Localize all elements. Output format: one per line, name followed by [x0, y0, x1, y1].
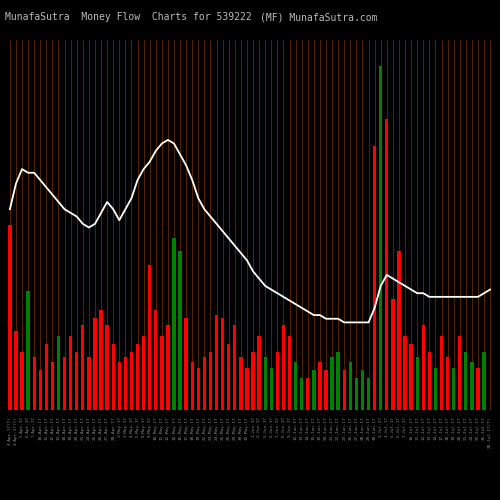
Bar — [476, 368, 480, 410]
Bar — [446, 357, 450, 410]
Bar — [252, 352, 254, 410]
Bar — [458, 336, 462, 410]
Bar — [178, 252, 182, 410]
Bar — [184, 318, 188, 410]
Bar — [288, 336, 291, 410]
Bar — [75, 352, 78, 410]
Bar — [324, 370, 328, 410]
Bar — [318, 362, 322, 410]
Bar — [94, 318, 96, 410]
Bar — [100, 310, 102, 410]
Bar — [416, 357, 419, 410]
Bar — [300, 378, 304, 410]
Bar — [294, 362, 298, 410]
Bar — [367, 378, 370, 410]
Bar — [385, 120, 388, 410]
Bar — [118, 362, 121, 410]
Bar — [452, 368, 456, 410]
Bar — [32, 357, 36, 410]
Bar — [354, 378, 358, 410]
Bar — [306, 378, 310, 410]
Bar — [57, 336, 60, 410]
Bar — [342, 370, 346, 410]
Bar — [270, 368, 273, 410]
Bar — [136, 344, 139, 410]
Bar — [44, 344, 48, 410]
Bar — [106, 326, 109, 410]
Bar — [154, 310, 158, 410]
Bar — [112, 344, 115, 410]
Bar — [142, 336, 146, 410]
Bar — [166, 326, 170, 410]
Bar — [124, 357, 127, 410]
Bar — [239, 357, 242, 410]
Bar — [434, 368, 437, 410]
Bar — [227, 344, 230, 410]
Bar — [398, 252, 400, 410]
Bar — [336, 352, 340, 410]
Bar — [221, 318, 224, 410]
Bar — [81, 326, 84, 410]
Bar — [148, 264, 152, 410]
Bar — [404, 336, 406, 410]
Bar — [391, 299, 394, 410]
Text: (MF) MunafaSutra.com: (MF) MunafaSutra.com — [260, 12, 378, 22]
Bar — [410, 344, 413, 410]
Bar — [8, 225, 12, 410]
Bar — [190, 362, 194, 410]
Bar — [264, 357, 267, 410]
Bar — [50, 362, 54, 410]
Bar — [482, 352, 486, 410]
Bar — [422, 326, 425, 410]
Bar — [196, 368, 200, 410]
Bar — [470, 362, 474, 410]
Bar — [330, 357, 334, 410]
Bar — [361, 370, 364, 410]
Bar — [38, 370, 42, 410]
Bar — [348, 362, 352, 410]
Bar — [130, 352, 133, 410]
Bar — [464, 352, 468, 410]
Bar — [20, 352, 24, 410]
Bar — [209, 352, 212, 410]
Bar — [202, 357, 206, 410]
Bar — [440, 336, 443, 410]
Bar — [63, 357, 66, 410]
Bar — [160, 336, 164, 410]
Bar — [379, 66, 382, 410]
Text: MunafaSutra  Money Flow  Charts for 539222: MunafaSutra Money Flow Charts for 539222 — [5, 12, 252, 22]
Bar — [373, 146, 376, 410]
Bar — [87, 357, 90, 410]
Bar — [172, 238, 176, 410]
Bar — [312, 370, 316, 410]
Bar — [26, 291, 30, 410]
Bar — [215, 315, 218, 410]
Bar — [276, 352, 279, 410]
Bar — [246, 368, 248, 410]
Bar — [233, 326, 236, 410]
Bar — [69, 336, 72, 410]
Bar — [428, 352, 431, 410]
Bar — [258, 336, 261, 410]
Bar — [14, 330, 18, 410]
Bar — [282, 326, 285, 410]
